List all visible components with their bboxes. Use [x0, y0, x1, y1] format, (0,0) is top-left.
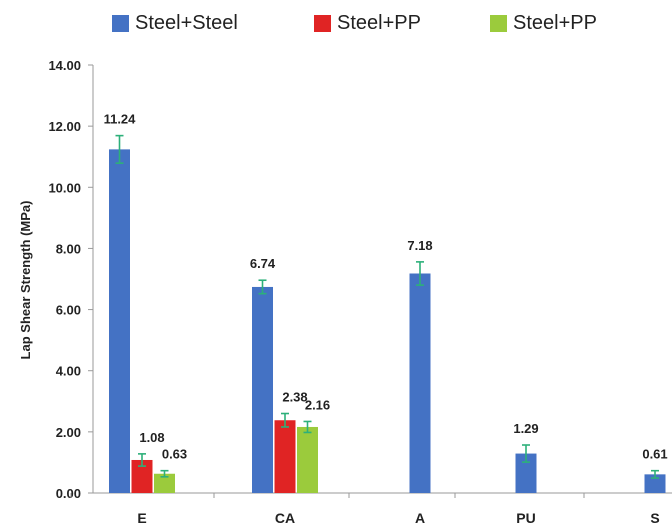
bar	[297, 426, 318, 493]
bar	[274, 420, 296, 493]
y-tick-label: 10.00	[48, 180, 81, 195]
y-tick-label: 12.00	[48, 119, 81, 134]
bar	[515, 453, 537, 493]
bar	[252, 286, 273, 493]
legend-label-steel-steel: Steel+Steel	[135, 11, 238, 34]
data-label: 1.08	[139, 430, 164, 445]
plot-area: 0.00 2.00 4.00 6.00 8.00 10.00 12.00 14.00 E 11.2…	[48, 58, 672, 526]
data-label: 0.61	[642, 447, 667, 462]
y-tick-label: 4.00	[56, 364, 81, 379]
legend-label-steel-pp-red: Steel+PP	[337, 11, 421, 34]
bar	[409, 273, 431, 493]
legend-item-steel-steel: Steel+Steel	[112, 8, 238, 38]
legend-item-steel-pp-green: Steel+PP	[490, 8, 597, 38]
bar	[644, 474, 666, 493]
legend-swatch-steel-steel	[112, 14, 129, 32]
x-tick-label: A	[415, 510, 425, 526]
data-label: 0.63	[162, 447, 187, 462]
legend-label-steel-pp-green: Steel+PP	[513, 11, 597, 34]
legend-swatch-steel-pp-red	[314, 14, 331, 32]
data-label: 1.29	[513, 421, 538, 436]
y-tick-label: 14.00	[48, 58, 81, 73]
y-tick-label: 2.00	[56, 425, 81, 440]
chart-legend: Steel+Steel Steel+PP Steel+PP	[0, 8, 672, 38]
y-tick-label: 8.00	[56, 241, 81, 256]
y-tick-label: 6.00	[56, 303, 81, 318]
x-tick-label: E	[137, 510, 146, 526]
legend-item-steel-pp-red: Steel+PP	[314, 8, 421, 38]
x-tick-label: CA	[275, 510, 295, 526]
data-label: 11.24	[104, 112, 137, 127]
x-tick-label: PU	[516, 510, 535, 526]
legend-swatch-steel-pp-green	[490, 14, 507, 32]
bar	[154, 473, 175, 493]
bar	[109, 149, 130, 493]
data-label: 7.18	[407, 238, 432, 253]
data-label: 2.38	[282, 390, 307, 405]
y-axis-title: Lap Shear Strength (MPa)	[18, 201, 33, 360]
y-tick-label: 0.00	[56, 486, 81, 501]
data-label: 2.16	[305, 397, 330, 412]
data-label: 6.74	[250, 256, 276, 271]
x-tick-label: S	[650, 510, 659, 526]
bar	[131, 459, 153, 493]
